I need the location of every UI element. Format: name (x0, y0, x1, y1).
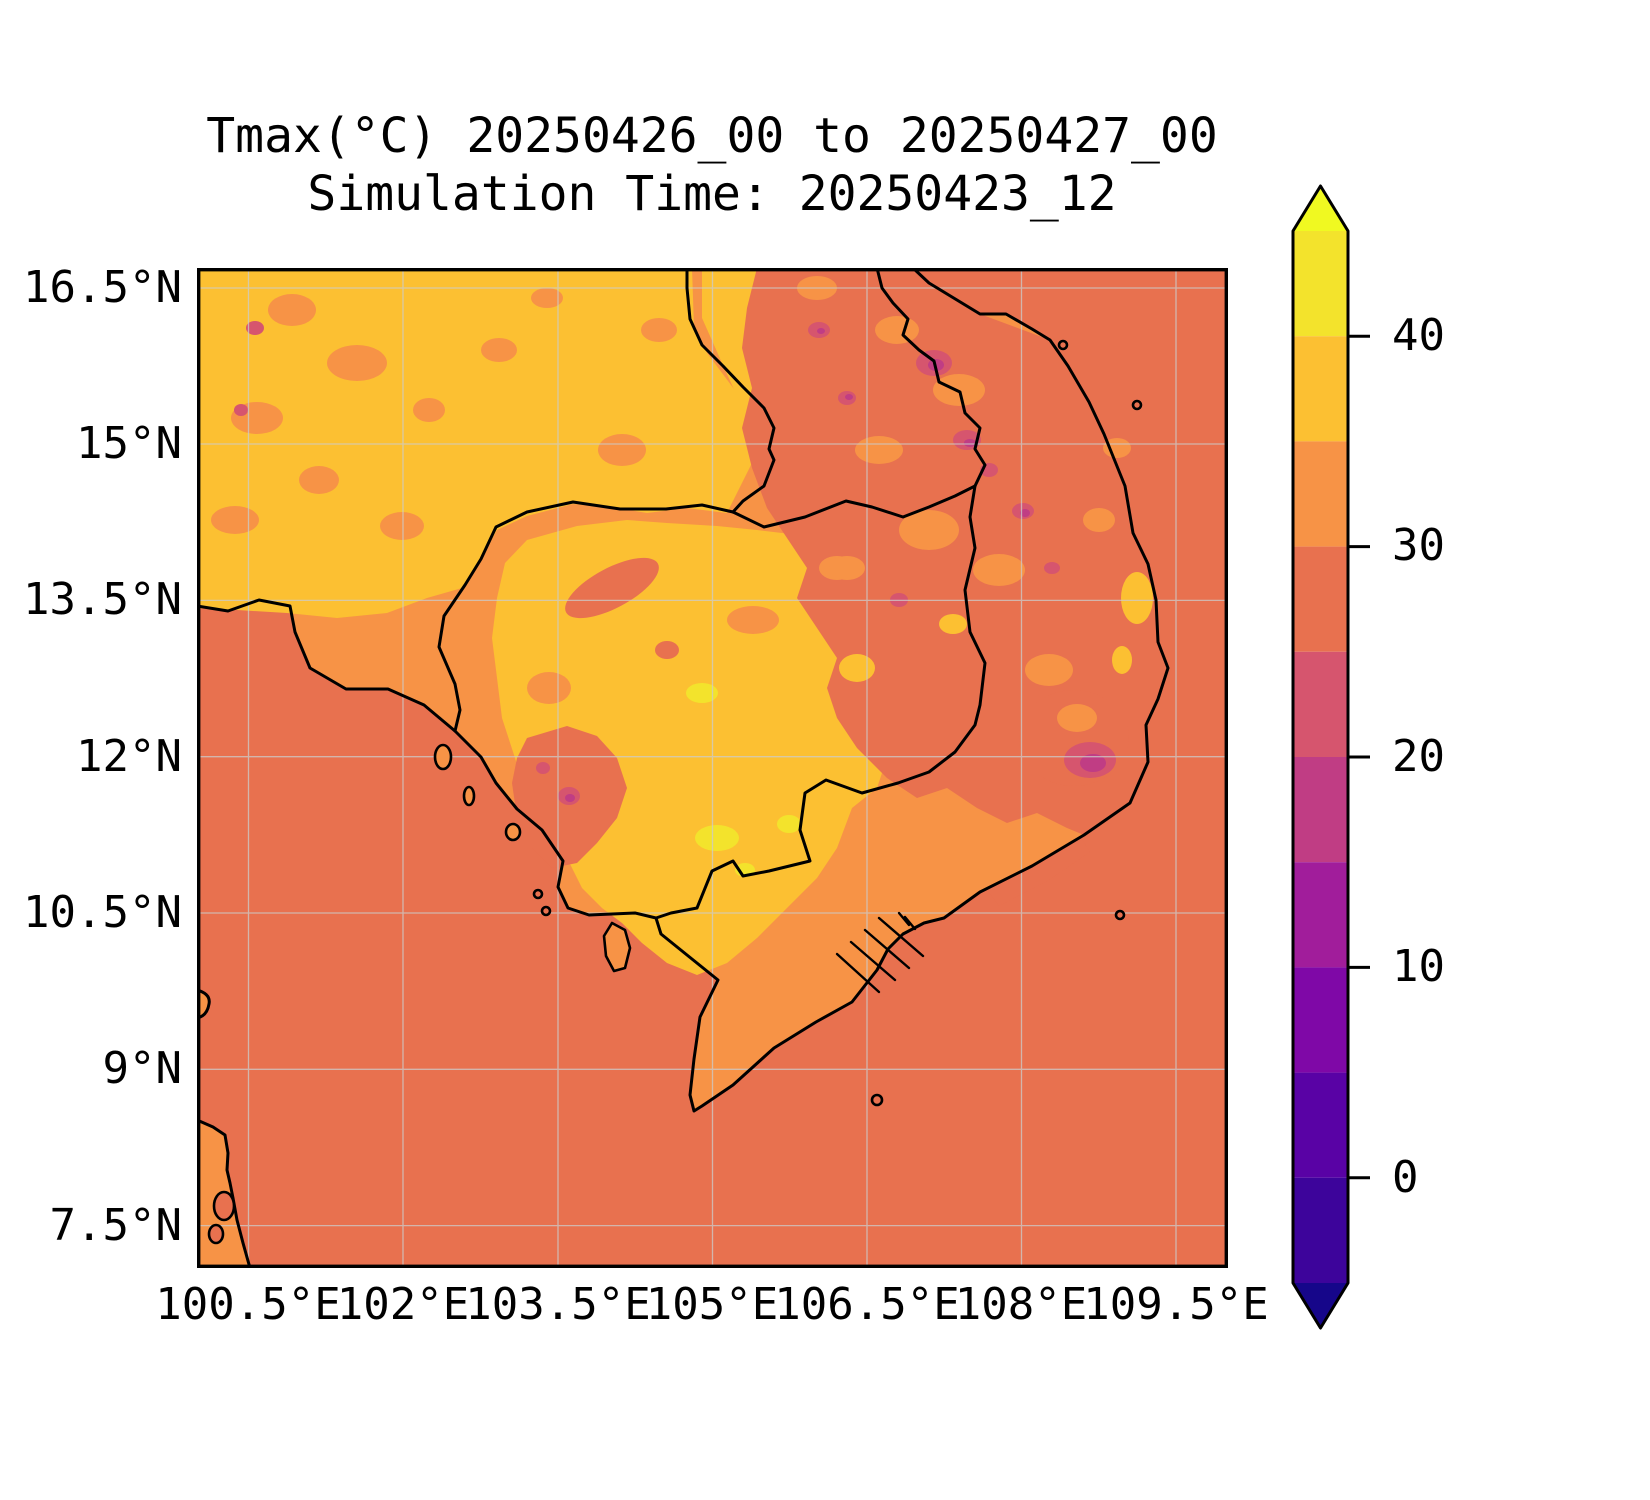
y-tick-label: 9°N (102, 1043, 182, 1094)
map-plot (197, 268, 1228, 1268)
plot-title: Tmax(°C) 20250426_00 to 20250427_00 (206, 108, 1218, 164)
colorbar-ticks (1348, 334, 1370, 1180)
x-tick-label: 109.5°E (1083, 1279, 1269, 1330)
songkhla-lagoons (207, 1190, 236, 1245)
colorbar-tick-label: 40 (1392, 310, 1445, 361)
colorbar-tick-label: 30 (1392, 520, 1445, 571)
x-tick-label: 100.5°E (155, 1279, 341, 1330)
plot-subtitle: Simulation Time: 20250423_12 (307, 166, 1117, 222)
colorbar (1291, 184, 1370, 1330)
coastline-main (197, 268, 1170, 1113)
y-tick-label: 10.5°N (23, 887, 182, 938)
island-con-dao (870, 1093, 884, 1107)
colorbar-tick-label: 10 (1392, 941, 1445, 992)
border-laos-cambodia (731, 484, 977, 529)
x-tick-label: 105°E (645, 1279, 779, 1330)
x-tick-label: 102°E (336, 1279, 470, 1330)
axes-frame (197, 268, 1228, 1268)
colorbar-tick-label: 20 (1392, 731, 1445, 782)
border-thailand-cambodia (437, 500, 735, 733)
x-tick-label: 103.5°E (465, 1279, 651, 1330)
colorbar-band-25-30 (1293, 546, 1348, 652)
colorbar-band-40-45 (1293, 231, 1348, 337)
island-phu-quy (1114, 909, 1126, 921)
gridlines (197, 268, 1228, 1268)
y-tick-label: 13.5°N (23, 574, 182, 625)
colorbar-band-30-35 (1293, 441, 1348, 547)
border-laos-vietnam (875, 268, 987, 488)
island-koh-rong (504, 822, 522, 842)
mekong-delta-channels (835, 911, 925, 994)
colorbar-outline (1291, 184, 1350, 1330)
islands (433, 339, 1143, 1107)
island-phu-quoc (602, 921, 632, 973)
colorbar-band-5-10 (1293, 967, 1348, 1073)
colorbar-tick-label: 0 (1392, 1152, 1419, 1203)
region-25-30 (512, 268, 1168, 906)
border-thailand-laos (685, 268, 776, 514)
colorbar-band-35-40 (1293, 336, 1348, 442)
coastlines (197, 268, 1170, 1268)
colorbar-over-arrow (1293, 186, 1348, 231)
x-tick-label: 108°E (954, 1279, 1088, 1330)
colorbar-band-20-25 (1293, 651, 1348, 757)
islet (532, 888, 544, 900)
colorbar-under-arrow (1293, 1283, 1348, 1328)
island-koh-kut (462, 785, 476, 807)
y-tick-label: 16.5°N (23, 262, 182, 313)
coastline-samui (197, 988, 211, 1020)
island-koh-chang (433, 743, 453, 771)
colorbar-band-15-20 (1293, 757, 1348, 863)
border-cambodia-vietnam (654, 484, 987, 920)
islet (540, 905, 552, 917)
island-cham (1057, 339, 1069, 351)
coastline-peninsula (197, 1118, 252, 1268)
colorbar-band-0-5 (1293, 1072, 1348, 1178)
colorbar-band-10-15 (1293, 862, 1348, 968)
y-tick-label: 12°N (76, 731, 182, 782)
x-tick-label: 106.5°E (774, 1279, 960, 1330)
colorbar-band-m5-0 (1293, 1177, 1348, 1283)
pockets-35-40 (839, 572, 1153, 682)
y-tick-label: 15°N (76, 418, 182, 469)
island-ly-son (1131, 399, 1143, 411)
y-tick-label: 7.5°N (49, 1200, 182, 1251)
